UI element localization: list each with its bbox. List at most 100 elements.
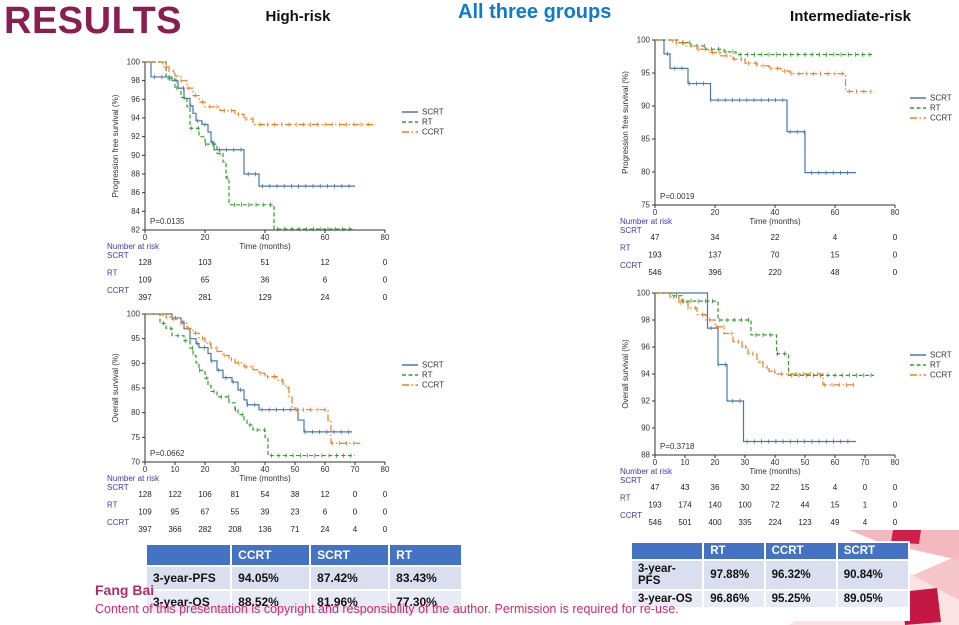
- p-value: P=0.0135: [150, 217, 185, 226]
- x-tick-label: 0: [653, 208, 658, 217]
- y-tick-label: 92: [131, 132, 140, 141]
- risk-count: 12: [321, 258, 330, 267]
- y-tick-label: 98: [641, 316, 650, 325]
- risk-row-name: CCRT: [107, 286, 129, 295]
- x-tick-label: 40: [771, 458, 780, 467]
- legend-label: SCRT: [930, 94, 952, 103]
- summary-table-intermediate-risk: RT CCRT SCRT 3-year-PFS 97.88% 96.32% 90…: [630, 541, 910, 621]
- risk-row-name: RT: [620, 244, 631, 253]
- table-header-cell: CCRT: [232, 545, 310, 565]
- x-tick-label: 10: [171, 465, 180, 474]
- legend-label: CCRT: [930, 114, 952, 123]
- risk-count: 0: [893, 251, 898, 260]
- table-cell: 87.42%: [311, 567, 389, 589]
- risk-count: 70: [771, 251, 780, 260]
- risk-row-name: SCRT: [620, 226, 642, 235]
- risk-count: 55: [231, 508, 240, 517]
- x-tick-label: 50: [801, 458, 810, 467]
- x-tick-label: 10: [681, 458, 690, 467]
- table-row-label: 3-year-PFS: [632, 561, 703, 589]
- risk-row-name: CCRT: [620, 261, 642, 270]
- risk-count: 15: [831, 501, 840, 510]
- y-tick-label: 88: [641, 451, 650, 460]
- number-at-risk-label: Number at risk: [107, 242, 160, 251]
- y-tick-label: 85: [641, 135, 650, 144]
- risk-count: 0: [383, 508, 388, 517]
- risk-row-name: SCRT: [107, 251, 129, 260]
- table-header-cell: RT: [704, 543, 764, 559]
- risk-count: 129: [258, 293, 272, 302]
- x-tick-label: 30: [231, 465, 240, 474]
- y-tick-label: 96: [131, 95, 140, 104]
- x-tick-label: 80: [891, 208, 900, 217]
- risk-count: 48: [831, 268, 840, 277]
- legend-label: CCRT: [422, 128, 444, 137]
- y-tick-label: 100: [127, 58, 141, 67]
- table-cell: 96.86%: [704, 591, 764, 607]
- risk-count: 0: [353, 508, 358, 517]
- p-value: P=0.0019: [660, 192, 695, 201]
- legend-label: RT: [930, 104, 941, 113]
- km-curve-ccrt: [655, 39, 874, 93]
- risk-row-name: RT: [620, 494, 631, 503]
- table-row: 3-year-PFS 94.05% 87.42% 83.43%: [147, 567, 461, 589]
- risk-count: 43: [681, 483, 690, 492]
- risk-count: 122: [168, 490, 182, 499]
- y-tick-label: 95: [131, 334, 140, 343]
- group-header-intermediate-risk: Intermediate-risk: [790, 8, 911, 25]
- risk-count: 224: [768, 518, 782, 527]
- risk-row-name: CCRT: [620, 511, 642, 520]
- risk-count: 4: [833, 233, 838, 242]
- y-tick-label: 90: [641, 102, 650, 111]
- x-tick-label: 80: [381, 465, 390, 474]
- axes: [142, 61, 386, 233]
- risk-count: 208: [228, 525, 242, 534]
- risk-count: 0: [383, 490, 388, 499]
- y-tick-label: 75: [131, 433, 140, 442]
- risk-count: 22: [771, 233, 780, 242]
- risk-count: 47: [651, 483, 660, 492]
- y-tick-label: 86: [131, 188, 140, 197]
- risk-count: 44: [801, 501, 810, 510]
- risk-count: 23: [291, 508, 300, 517]
- y-tick-label: 85: [131, 384, 140, 393]
- risk-count: 4: [833, 483, 838, 492]
- risk-row-name: SCRT: [107, 483, 129, 492]
- x-tick-label: 80: [381, 233, 390, 242]
- risk-count: 49: [831, 518, 840, 527]
- risk-count: 81: [231, 490, 240, 499]
- y-tick-label: 80: [641, 168, 650, 177]
- risk-count: 106: [198, 490, 212, 499]
- table-cell: 83.43%: [390, 567, 461, 589]
- table-row-label: 3-year-OS: [147, 591, 231, 613]
- censor-ticks-rt: [163, 321, 352, 458]
- table-row: 3-year-OS 88.52% 81.96% 77.30%: [147, 591, 461, 613]
- x-tick-label: 50: [291, 465, 300, 474]
- table-row-label: 3-year-OS: [632, 591, 703, 607]
- km-curve-scrt: [145, 313, 352, 433]
- x-tick-label: 40: [261, 465, 270, 474]
- y-tick-label: 100: [127, 310, 141, 319]
- x-axis-title: Time (months): [749, 467, 801, 476]
- x-tick-label: 40: [261, 233, 270, 242]
- p-value: P=0.0662: [150, 449, 185, 458]
- risk-count: 128: [138, 490, 152, 499]
- censor-ticks-ccrt: [166, 64, 369, 127]
- table-cell: 88.52%: [232, 591, 310, 613]
- x-tick-label: 70: [861, 458, 870, 467]
- table-header-cell: SCRT: [837, 543, 908, 559]
- table-row: 3-year-PFS 97.88% 96.32% 90.84%: [632, 561, 908, 589]
- censor-ticks-rt: [682, 40, 871, 57]
- group-header-all-three-groups: All three groups: [458, 1, 612, 23]
- risk-count: 335: [738, 518, 752, 527]
- y-tick-label: 90: [131, 359, 140, 368]
- risk-count: 281: [198, 293, 212, 302]
- copyright-notice: Content of this presentation is copyrigh…: [95, 602, 679, 616]
- x-axis-title: Time (months): [749, 217, 801, 226]
- x-tick-label: 0: [143, 233, 148, 242]
